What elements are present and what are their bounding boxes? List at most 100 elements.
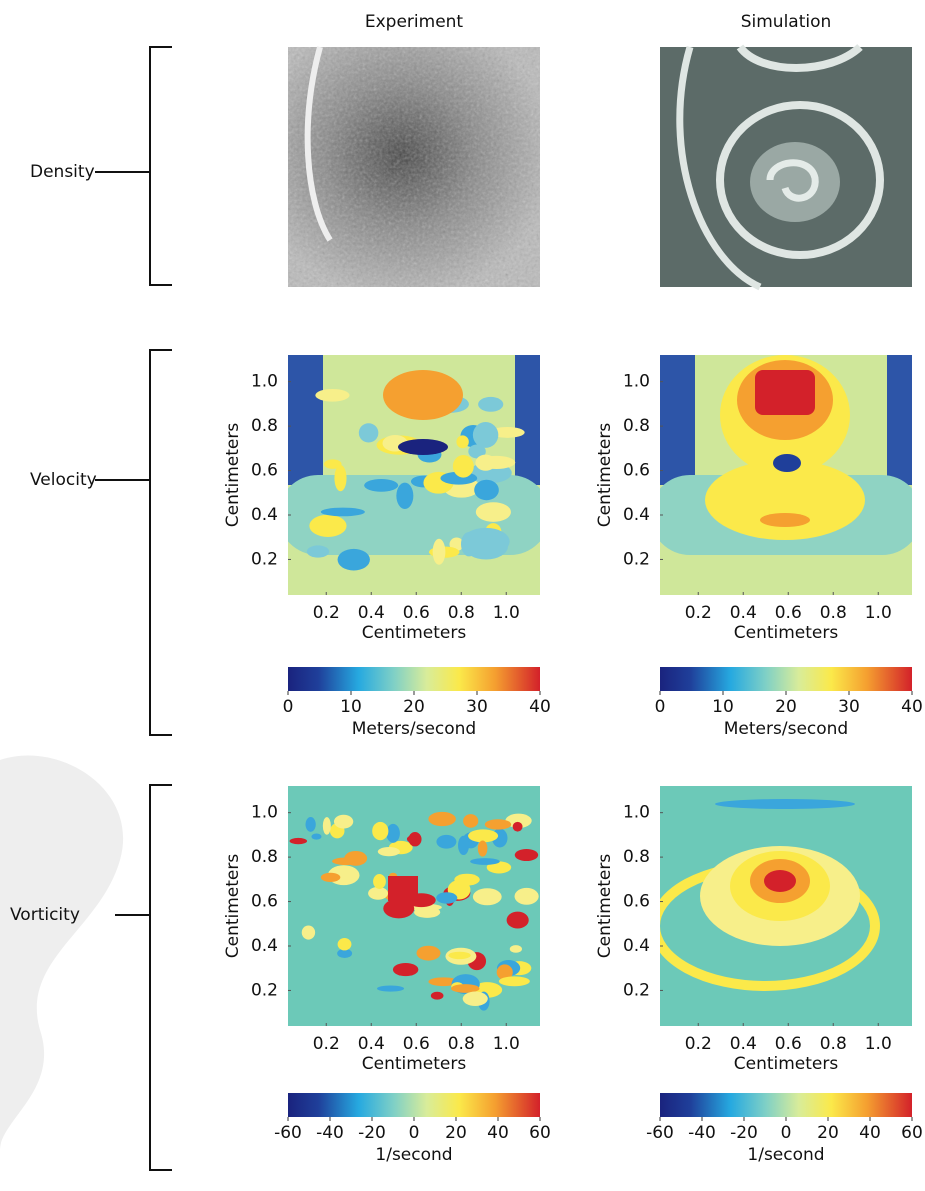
y-tick-label: 0.6 xyxy=(251,892,278,912)
blob xyxy=(377,985,404,991)
colorbar xyxy=(288,1093,540,1117)
x-tick-label: 1.0 xyxy=(865,603,892,623)
blob xyxy=(468,829,498,842)
colorbar-tick-label: 20 xyxy=(775,697,797,717)
colorbar-tick-label: -40 xyxy=(688,1123,716,1143)
colorbar-tick-label: -60 xyxy=(646,1123,674,1143)
blob xyxy=(373,874,386,889)
y-axis-label: Centimeters xyxy=(223,854,243,959)
x-tick-label: 0.6 xyxy=(775,603,802,623)
cold xyxy=(773,454,801,472)
edge-left xyxy=(650,345,695,485)
y-tick-label: 0.2 xyxy=(251,980,278,1000)
y-axis-label: Centimeters xyxy=(223,423,243,528)
blob xyxy=(290,838,308,844)
blob xyxy=(474,480,499,500)
core xyxy=(764,870,796,892)
blob xyxy=(396,483,413,509)
colorbar-tick-label: 0 xyxy=(283,697,294,717)
blob xyxy=(463,992,488,1006)
x-axis-label: Centimeters xyxy=(734,623,839,643)
x-tick-label: 0.4 xyxy=(358,603,385,623)
blob xyxy=(372,822,388,840)
column-header: Experiment xyxy=(365,12,464,32)
contour-field xyxy=(278,345,555,595)
colorbar xyxy=(660,667,912,691)
contour-field xyxy=(288,786,540,1026)
y-tick-label: 0.6 xyxy=(251,461,278,481)
blob xyxy=(485,819,511,829)
blob xyxy=(476,502,511,522)
x-tick-label: 0.2 xyxy=(685,603,712,623)
blob xyxy=(338,549,370,571)
x-tick-label: 0.6 xyxy=(403,1034,430,1054)
blob xyxy=(321,873,341,882)
y-tick-label: 0.8 xyxy=(251,416,278,436)
colorbar-tick-label: 30 xyxy=(466,697,488,717)
colorbar-tick-label: 0 xyxy=(781,1123,792,1143)
x-tick-label: 0.2 xyxy=(685,1034,712,1054)
colorbar-tick-label: 20 xyxy=(817,1123,839,1143)
x-tick-label: 1.0 xyxy=(493,603,520,623)
y-axis-label: Centimeters xyxy=(595,423,615,528)
y-tick-label: 0.6 xyxy=(623,892,650,912)
colorbar-tick-label: 20 xyxy=(403,697,425,717)
x-tick-label: 1.0 xyxy=(493,1034,520,1054)
y-tick-label: 0.2 xyxy=(623,980,650,1000)
colorbar-tick-label: 30 xyxy=(838,697,860,717)
blob xyxy=(499,976,530,986)
colorbar-tick-label: 20 xyxy=(445,1123,467,1143)
blob xyxy=(515,888,539,905)
blob xyxy=(306,817,316,832)
blob xyxy=(323,817,331,835)
blob xyxy=(334,465,346,491)
row-label: Velocity xyxy=(30,470,97,490)
blob xyxy=(311,833,321,839)
blob xyxy=(515,849,538,861)
colorbar-tick-label: 0 xyxy=(409,1123,420,1143)
y-tick-label: 0.8 xyxy=(623,847,650,867)
colorbar-tick-label: 60 xyxy=(901,1123,923,1143)
blob xyxy=(458,836,469,855)
x-tick-label: 0.6 xyxy=(403,603,430,623)
top xyxy=(715,799,855,809)
y-tick-label: 1.0 xyxy=(623,372,650,392)
blob xyxy=(378,847,400,856)
colorbar xyxy=(288,667,540,691)
blob xyxy=(470,858,500,865)
blob xyxy=(431,992,444,1000)
blob xyxy=(344,851,367,866)
y-tick-label: 1.0 xyxy=(623,803,650,823)
x-tick-label: 0.4 xyxy=(730,1034,757,1054)
contour-field xyxy=(655,786,912,1026)
y-tick-label: 0.8 xyxy=(251,847,278,867)
blob xyxy=(478,840,488,856)
x-axis-label: Centimeters xyxy=(734,1054,839,1074)
row-label: Density xyxy=(30,162,95,182)
blob xyxy=(456,435,468,448)
y-tick-label: 0.4 xyxy=(251,505,278,525)
colorbar-label: Meters/second xyxy=(352,719,476,739)
colorbar-tick-label: 10 xyxy=(712,697,734,717)
x-axis-label: Centimeters xyxy=(362,1054,467,1074)
x-tick-label: 1.0 xyxy=(865,1034,892,1054)
blob xyxy=(436,892,457,903)
x-tick-label: 0.8 xyxy=(820,1034,847,1054)
y-tick-label: 0.8 xyxy=(623,416,650,436)
x-tick-label: 0.8 xyxy=(448,1034,475,1054)
row-brackets xyxy=(95,47,172,1170)
x-tick-label: 0.8 xyxy=(820,603,847,623)
hot xyxy=(760,513,810,527)
edge-right xyxy=(515,345,555,485)
blob xyxy=(386,824,400,843)
y-tick-label: 0.2 xyxy=(623,549,650,569)
y-tick-label: 0.4 xyxy=(623,505,650,525)
figure: ExperimentSimulationDensityVelocityVorti… xyxy=(0,0,925,1187)
colorbar-tick-label: -20 xyxy=(730,1123,758,1143)
y-tick-label: 0.6 xyxy=(623,461,650,481)
blob xyxy=(393,963,418,976)
blob xyxy=(359,423,379,442)
blob xyxy=(453,455,474,478)
colorbar-tick-label: 40 xyxy=(859,1123,881,1143)
hot xyxy=(388,876,418,901)
